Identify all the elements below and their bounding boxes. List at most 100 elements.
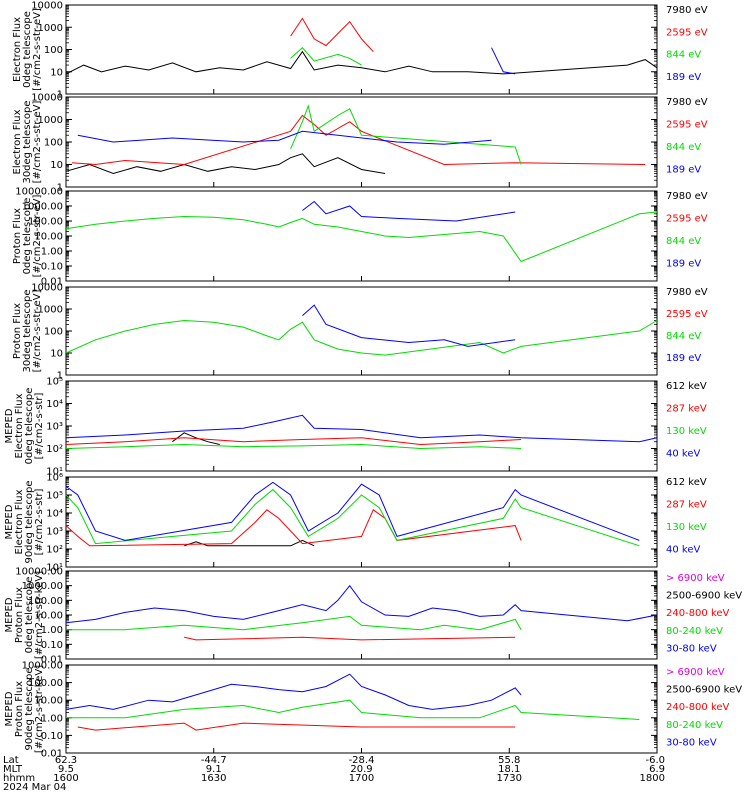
legend-entry: 287 keV bbox=[666, 500, 707, 511]
series-2595-ev bbox=[290, 17, 374, 53]
x-tick-lat: 62.3 bbox=[55, 755, 77, 766]
y-tick-label: 10¹ bbox=[46, 563, 63, 574]
y-tick-label: 100 bbox=[44, 327, 63, 338]
series-844-ev bbox=[290, 46, 362, 66]
y-tick-label: 1000.00 bbox=[22, 581, 63, 592]
series-612-kev bbox=[172, 432, 220, 445]
legend-entry: 240-800 keV bbox=[666, 608, 730, 619]
y-axis-label-line: Proton Flux bbox=[12, 208, 23, 264]
legend-entry: 612 keV bbox=[666, 477, 707, 488]
y-axis-label-line: 30deg telescope bbox=[22, 100, 33, 183]
x-tick-hhmm: 1630 bbox=[201, 773, 226, 784]
y-tick-label: 0.01 bbox=[41, 277, 63, 288]
series-844-ev bbox=[65, 319, 658, 356]
panel-frame bbox=[65, 476, 658, 568]
series-30-80-kev bbox=[65, 673, 522, 710]
y-tick-label: 10² bbox=[46, 545, 63, 556]
y-tick-label: 100 bbox=[44, 45, 63, 56]
y-axis-label-line: [#/cm2-s-str-keV] bbox=[34, 571, 45, 659]
series-2595-ev bbox=[71, 114, 646, 166]
y-tick-label: 1.00 bbox=[41, 625, 63, 636]
y-axis-label-line: Proton Flux bbox=[14, 681, 25, 737]
y-axis-label-line: 0deg telescope bbox=[24, 577, 35, 654]
y-tick-label: 10.00 bbox=[34, 232, 63, 243]
legend-entry: 189 eV bbox=[666, 165, 701, 176]
legend-entry: 7980 eV bbox=[666, 5, 708, 16]
x-tick-lat: -44.7 bbox=[201, 755, 227, 766]
legend-entry: 287 keV bbox=[666, 404, 707, 415]
series-240-800-kev bbox=[77, 722, 516, 731]
y-tick-label: 1000 bbox=[38, 23, 63, 34]
legend-entry: 80-240 keV bbox=[666, 720, 723, 731]
y-axis-label-line: 90deg telescope bbox=[24, 667, 35, 750]
y-tick-label: 1 bbox=[57, 90, 63, 101]
legend-entry: 7980 eV bbox=[666, 287, 708, 298]
y-tick-label: 10 bbox=[50, 67, 63, 78]
series-80-240-kev bbox=[66, 699, 640, 720]
y-tick-label: 10000.00 bbox=[15, 567, 63, 578]
y-axis-label-line: [#/cm2-s-str] bbox=[34, 392, 45, 459]
panel-frame bbox=[65, 190, 658, 282]
x-tick-mlt: 9.1 bbox=[206, 764, 222, 775]
series-189-ev bbox=[77, 130, 492, 145]
y-axis-label-line: 90deg telescope bbox=[24, 480, 35, 563]
y-axis-label-line: [#/cm2-s-str] bbox=[34, 488, 45, 555]
y-tick-label: 1 bbox=[57, 371, 63, 382]
y-axis-label-line: [#/cm2-s-str-eV] bbox=[32, 101, 43, 184]
y-tick-label: 10⁵ bbox=[46, 491, 63, 502]
y-tick-label: 10 bbox=[50, 349, 63, 360]
legend-entry: 7980 eV bbox=[666, 191, 708, 202]
legend-entry: 7980 eV bbox=[666, 97, 708, 108]
y-tick-label: 10³ bbox=[46, 527, 63, 538]
y-tick-label: 10⁴ bbox=[46, 509, 63, 520]
panel-frame bbox=[65, 664, 658, 754]
y-tick-label: 10.00 bbox=[34, 696, 63, 707]
panel-frame bbox=[65, 286, 658, 376]
y-axis-label-line: MEPED bbox=[4, 504, 15, 539]
legend-entry: 130 keV bbox=[666, 426, 707, 437]
y-axis-label: Electron Flux30deg telescope[#/cm2-s-str… bbox=[12, 100, 43, 183]
legend-entry: 2500-6900 keV bbox=[666, 591, 742, 602]
y-tick-label: 1000.00 bbox=[22, 202, 63, 213]
legend-entry: 844 eV bbox=[666, 236, 701, 247]
series-7980-ev bbox=[65, 153, 386, 175]
legend-entry: 40 keV bbox=[666, 545, 700, 556]
x-tick-hhmm: 1730 bbox=[497, 773, 522, 784]
series-844-ev bbox=[290, 104, 522, 165]
y-axis-label: Proton Flux0deg telescope[#/cm2-s-str-eV… bbox=[12, 195, 43, 278]
legend-entry: 2500-6900 keV bbox=[666, 685, 742, 696]
legend-entry: 844 eV bbox=[666, 142, 701, 153]
series-30-80-kev bbox=[65, 584, 658, 624]
series-7980-ev bbox=[65, 50, 658, 75]
y-tick-label: 100 bbox=[44, 138, 63, 149]
legend-entry: 2595 eV bbox=[666, 309, 708, 320]
y-axis-label: MEPEDElectron Flux90deg telescope[#/cm2-… bbox=[4, 480, 45, 563]
y-tick-label: 10.00 bbox=[34, 611, 63, 622]
y-tick-label: 1000 bbox=[38, 305, 63, 316]
x-tick-hhmm: 1700 bbox=[349, 773, 374, 784]
y-tick-label: 10¹ bbox=[46, 467, 63, 478]
legend-entry: 844 eV bbox=[666, 331, 701, 342]
y-tick-label: 1.00 bbox=[41, 713, 63, 724]
y-tick-label: 0.10 bbox=[41, 640, 63, 651]
legend-entry: 844 eV bbox=[666, 50, 701, 61]
legend-entry: 189 eV bbox=[666, 72, 701, 83]
series-40-kev bbox=[65, 414, 658, 443]
legend-entry: 189 eV bbox=[666, 353, 701, 364]
x-row-label: MLT bbox=[3, 764, 23, 775]
legend-entry: 189 eV bbox=[666, 259, 701, 270]
y-axis-label-line: MEPED bbox=[4, 597, 15, 632]
x-tick-hhmm: 1600 bbox=[53, 773, 78, 784]
series-80-240-kev bbox=[66, 615, 522, 631]
x-tick-mlt: 6.9 bbox=[649, 764, 665, 775]
y-axis-label: Proton Flux30deg telescope[#/cm2-s-str-e… bbox=[12, 289, 43, 372]
panel-frame bbox=[65, 96, 658, 188]
y-tick-label: 0.01 bbox=[41, 749, 63, 760]
y-axis-label-line: Electron Flux bbox=[12, 109, 23, 174]
y-tick-label: 100.00 bbox=[28, 596, 63, 607]
y-tick-label: 10000.00 bbox=[15, 187, 63, 198]
